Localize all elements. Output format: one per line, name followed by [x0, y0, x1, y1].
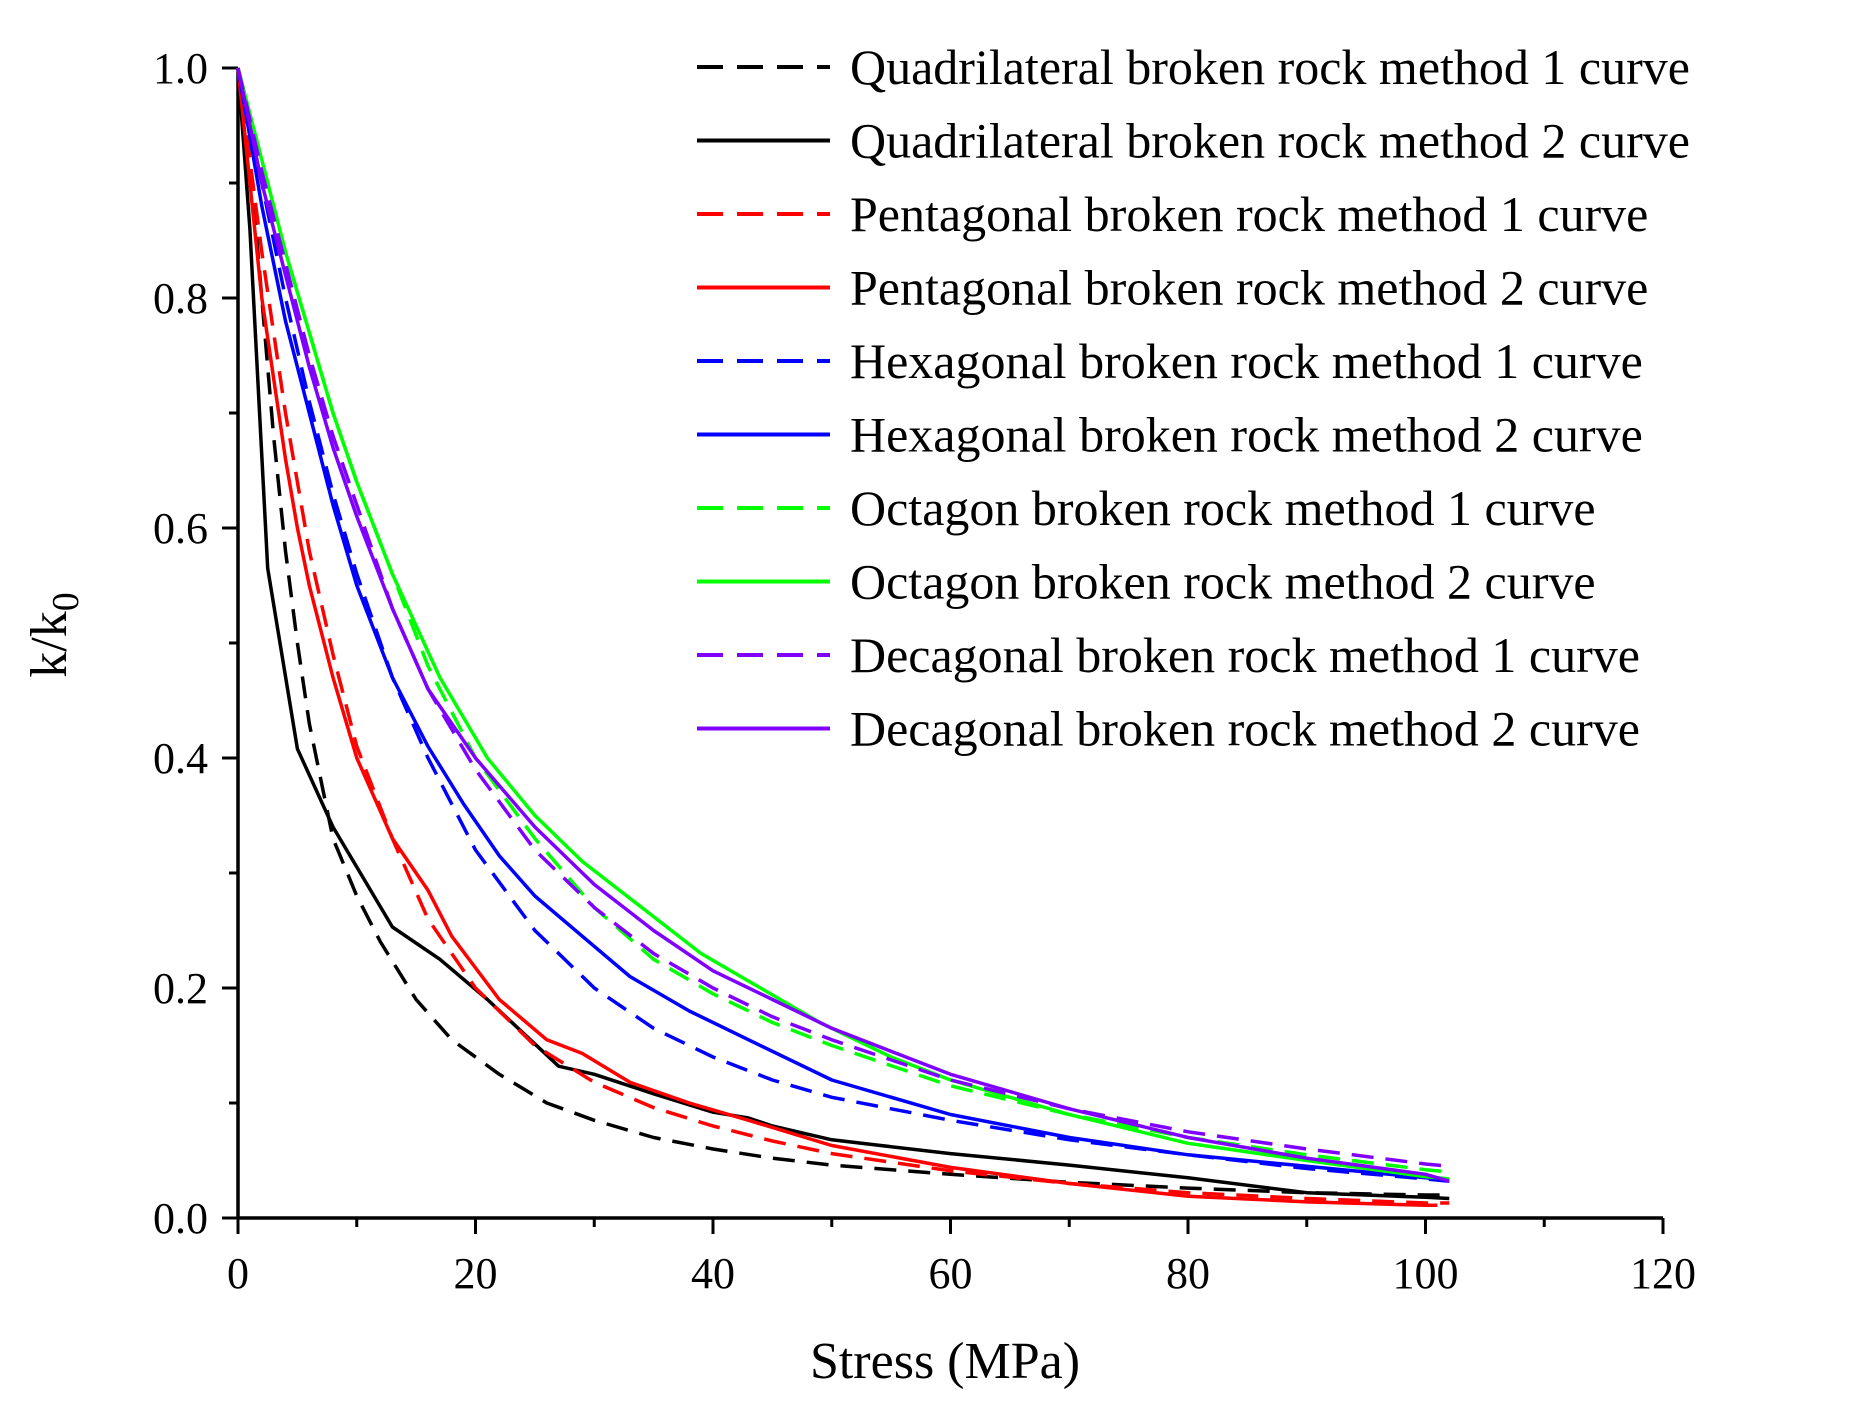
- y-tick-label: 0.4: [153, 734, 208, 783]
- legend-label-9: Decagonal broken rock method 1 curve: [850, 627, 1640, 683]
- series-line-2: [236, 67, 1450, 1201]
- series-group: [236, 67, 1450, 1208]
- series-line-10: [236, 67, 1450, 1183]
- x-tick-label: 0: [227, 1249, 249, 1298]
- legend-label-1: Quadrilateral broken rock method 1 curve: [850, 39, 1690, 95]
- legend-label-4: Pentagonal broken rock method 2 curve: [850, 260, 1648, 316]
- y-tick-label: 0.6: [153, 504, 208, 553]
- legend-label-8: Octagon broken rock method 2 curve: [850, 554, 1596, 610]
- series-line-8: [236, 67, 1450, 1181]
- y-tick-label: 0.8: [153, 274, 208, 323]
- x-tick-label: 80: [1166, 1249, 1210, 1298]
- y-tick-label: 1.0: [153, 44, 208, 93]
- x-tick-label: 40: [691, 1249, 735, 1298]
- y-axis-title: k/k0: [21, 592, 87, 677]
- legend-label-3: Pentagonal broken rock method 1 curve: [850, 186, 1648, 242]
- legend-label-10: Decagonal broken rock method 2 curve: [850, 701, 1640, 757]
- x-tick-label: 100: [1393, 1249, 1459, 1298]
- x-tick-label: 60: [929, 1249, 973, 1298]
- y-axis-title-subscript: 0: [45, 592, 87, 611]
- y-axis-title-main: k/k: [21, 611, 78, 677]
- x-tick-label: 20: [454, 1249, 498, 1298]
- y-tick-label: 0.2: [153, 964, 208, 1013]
- x-tick-label: 120: [1630, 1249, 1696, 1298]
- legend-label-6: Hexagonal broken rock method 2 curve: [850, 407, 1643, 463]
- series-line-6: [236, 67, 1450, 1182]
- legend-label-7: Octagon broken rock method 1 curve: [850, 480, 1596, 536]
- x-axis-title: Stress (MPa): [810, 1333, 1080, 1390]
- legend-label-2: Quadrilateral broken rock method 2 curve: [850, 113, 1690, 169]
- series-line-4: [236, 67, 1438, 1208]
- ticks-group: 0 20 40 60 80 100 120 0.0 0.2 0.4 0.6 0.8 1.0: [153, 44, 1696, 1298]
- series-line-3: [236, 67, 1450, 1205]
- series-line-9: [236, 67, 1450, 1169]
- legend: Quadrilateral broken rock method 1 curve…: [697, 39, 1690, 757]
- y-tick-label: 0.0: [153, 1194, 208, 1243]
- legend-label-5: Hexagonal broken rock method 1 curve: [850, 333, 1643, 389]
